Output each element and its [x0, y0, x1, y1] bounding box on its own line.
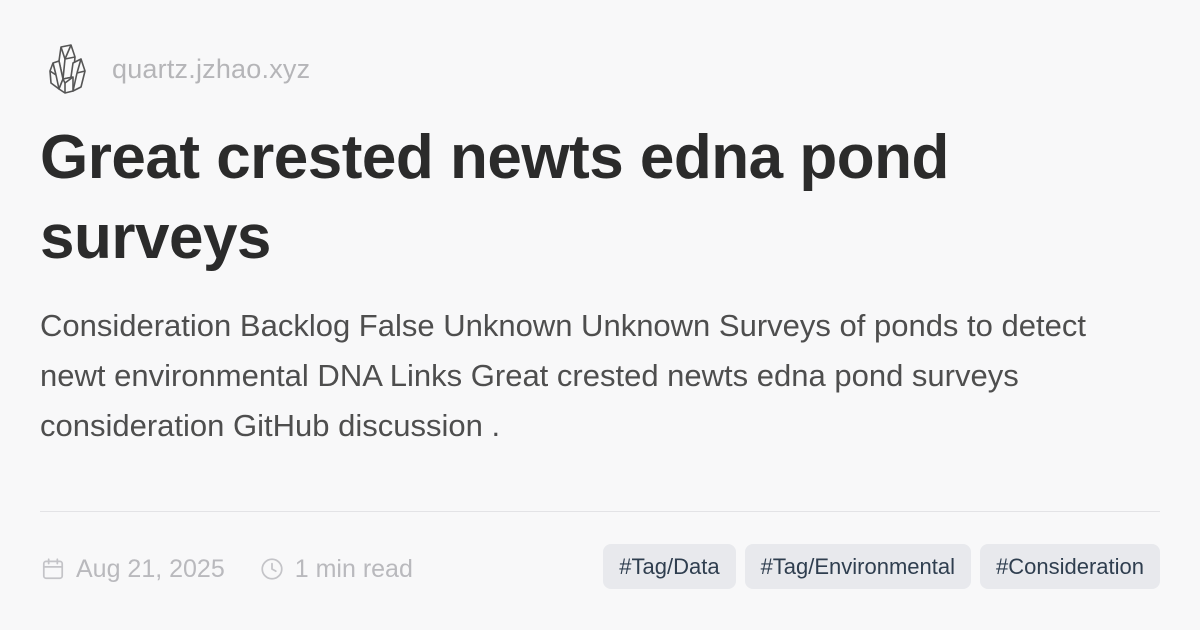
tag-consideration[interactable]: #Consideration	[980, 544, 1160, 589]
article-meta: Aug 21, 2025 1 min read	[40, 549, 413, 589]
clock-icon	[259, 556, 285, 582]
page-title: Great crested newts edna pond surveys	[40, 123, 949, 272]
tag-environmental[interactable]: #Tag/Environmental	[744, 544, 972, 589]
site-name[interactable]: quartz.jzhao.xyz	[112, 53, 311, 84]
publish-date-text: Aug 21, 2025	[76, 554, 225, 583]
page-description: Consideration Backlog False Unknown Unkn…	[40, 308, 1086, 443]
divider	[40, 511, 1160, 512]
reading-time-text: 1 min read	[294, 554, 413, 583]
reading-time: 1 min read	[259, 555, 413, 584]
publish-date: Aug 21, 2025	[40, 555, 225, 584]
calendar-icon	[40, 556, 66, 582]
quartz-crystal-logo-icon[interactable]	[46, 42, 88, 96]
site-header: quartz.jzhao.xyz	[46, 40, 310, 98]
tag-data[interactable]: #Tag/Data	[603, 544, 736, 589]
tag-list: #Tag/Data #Tag/Environmental #Considerat…	[603, 544, 1160, 589]
